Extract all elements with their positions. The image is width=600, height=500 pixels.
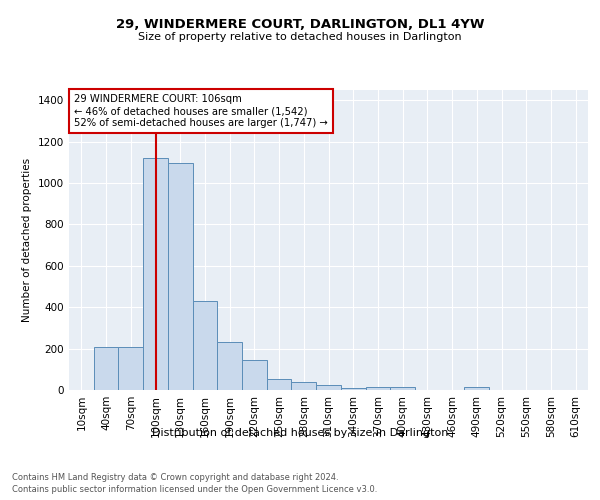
Bar [143,158,168,390]
Bar [193,301,217,390]
Bar [365,387,390,390]
Text: 29 WINDERMERE COURT: 106sqm
← 46% of detached houses are smaller (1,542)
52% of : 29 WINDERMERE COURT: 106sqm ← 46% of det… [74,94,328,128]
Bar [390,387,415,390]
Text: Size of property relative to detached houses in Darlington: Size of property relative to detached ho… [138,32,462,42]
Text: Contains HM Land Registry data © Crown copyright and database right 2024.: Contains HM Land Registry data © Crown c… [12,472,338,482]
Bar [292,382,316,390]
Bar [118,346,143,390]
Bar [168,164,193,390]
Bar [464,387,489,390]
Bar [341,388,365,390]
Text: Contains public sector information licensed under the Open Government Licence v3: Contains public sector information licen… [12,485,377,494]
Bar [94,346,118,390]
Text: 29, WINDERMERE COURT, DARLINGTON, DL1 4YW: 29, WINDERMERE COURT, DARLINGTON, DL1 4Y… [116,18,484,30]
Bar [242,360,267,390]
Bar [217,342,242,390]
Bar [267,378,292,390]
Text: Distribution of detached houses by size in Darlington: Distribution of detached houses by size … [152,428,448,438]
Y-axis label: Number of detached properties: Number of detached properties [22,158,32,322]
Bar [316,385,341,390]
